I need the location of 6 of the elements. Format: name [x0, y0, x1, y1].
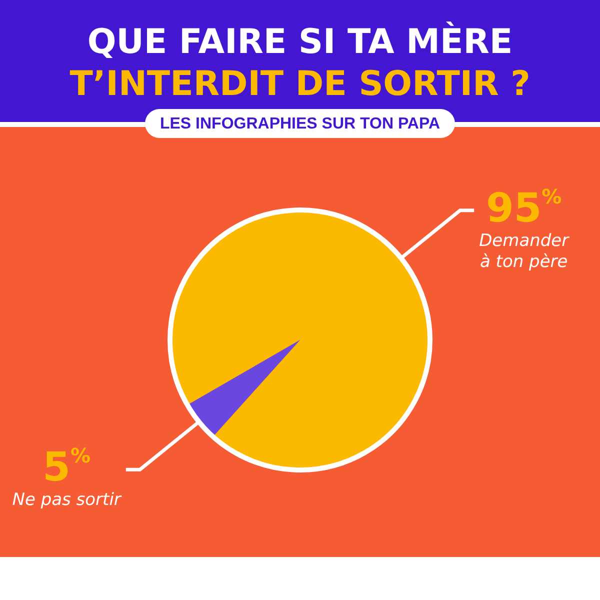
slice-label: Demander à ton père: [479, 230, 570, 272]
chart-subtitle: LES INFOGRAPHIES SUR TON PAPA: [160, 116, 440, 132]
chart-title: QUE FAIRE SI TA MÈRE T’INTERDIT DE SORTIR ?: [70, 21, 530, 104]
slice-label: Ne pas sortir: [12, 490, 122, 510]
data-label: 5%: [42, 444, 91, 491]
data-label: 95%: [486, 184, 562, 232]
